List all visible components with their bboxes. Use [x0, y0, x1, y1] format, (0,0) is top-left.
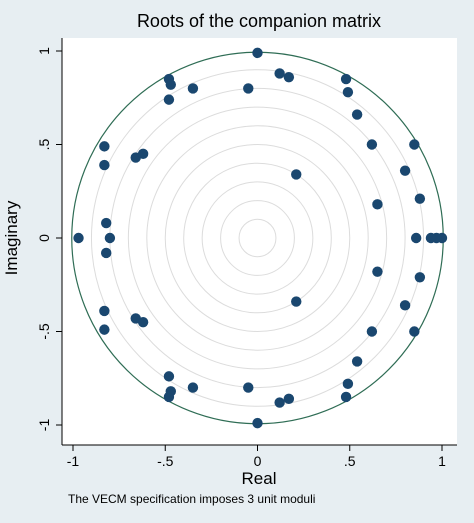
reference-circle — [164, 144, 351, 332]
root-point — [342, 86, 354, 98]
root-point — [351, 109, 363, 120]
root-point — [187, 83, 199, 94]
root-point — [399, 165, 411, 176]
root-point — [366, 139, 378, 150]
x-axis-label: Real — [242, 469, 277, 488]
x-tick-label: -1 — [67, 453, 80, 469]
y-tick-label: -.5 — [36, 323, 52, 340]
root-point — [410, 232, 422, 244]
reference-circle — [201, 181, 314, 295]
root-point — [99, 159, 110, 171]
root-point — [252, 47, 263, 59]
y-tick-label: -1 — [36, 419, 52, 432]
root-point — [73, 232, 84, 244]
root-point — [274, 397, 285, 408]
reference-circles — [90, 69, 425, 407]
root-point — [372, 266, 383, 277]
x-tick-label: .5 — [344, 453, 356, 469]
reference-circle — [127, 106, 388, 370]
reference-circle — [183, 162, 332, 314]
root-point — [165, 79, 176, 90]
root-point — [340, 73, 352, 85]
root-point — [399, 300, 411, 311]
root-point — [99, 141, 110, 152]
root-point — [283, 393, 295, 405]
root-point — [137, 316, 149, 328]
root-point — [165, 386, 176, 397]
root-point — [409, 139, 420, 150]
x-axis-ticks: -1 -.5 0 .5 1 — [67, 445, 446, 469]
root-point — [291, 169, 302, 180]
root-point — [163, 371, 175, 382]
x-tick-label: 0 — [254, 453, 262, 469]
data-points — [73, 47, 448, 429]
root-point — [104, 232, 116, 244]
y-axis-ticks: -1 -.5 0 .5 1 — [36, 47, 62, 431]
y-axis-label: Imaginary — [2, 200, 21, 275]
reference-circle — [220, 200, 295, 276]
root-point — [425, 232, 437, 244]
root-point — [340, 391, 352, 403]
root-point — [283, 71, 295, 83]
root-point — [137, 148, 149, 160]
root-point — [99, 324, 110, 335]
root-point — [366, 326, 378, 337]
root-point — [342, 378, 354, 390]
root-point — [187, 382, 199, 393]
y-tick-label: 1 — [36, 47, 52, 55]
reference-circle — [146, 125, 369, 351]
root-point — [291, 296, 302, 307]
root-point — [351, 356, 363, 367]
root-point — [101, 217, 112, 229]
root-point — [409, 326, 420, 337]
root-point — [163, 94, 175, 105]
chart-title: Roots of the companion matrix — [137, 11, 381, 31]
root-point — [243, 83, 254, 94]
x-tick-label: 1 — [438, 453, 446, 469]
y-tick-label: .5 — [36, 138, 52, 150]
root-point — [99, 305, 110, 317]
root-point — [274, 68, 285, 79]
root-point — [414, 193, 426, 204]
x-tick-label: -.5 — [157, 453, 174, 469]
reference-circle — [90, 69, 425, 407]
root-point — [414, 272, 426, 283]
y-tick-label: 0 — [36, 234, 52, 242]
root-point — [243, 382, 254, 393]
root-point — [252, 417, 263, 429]
root-point — [372, 199, 383, 210]
plot-area — [62, 38, 457, 445]
chart-note: The VECM specification imposes 3 unit mo… — [68, 492, 315, 506]
root-point — [101, 247, 112, 259]
reference-circle — [238, 218, 277, 258]
